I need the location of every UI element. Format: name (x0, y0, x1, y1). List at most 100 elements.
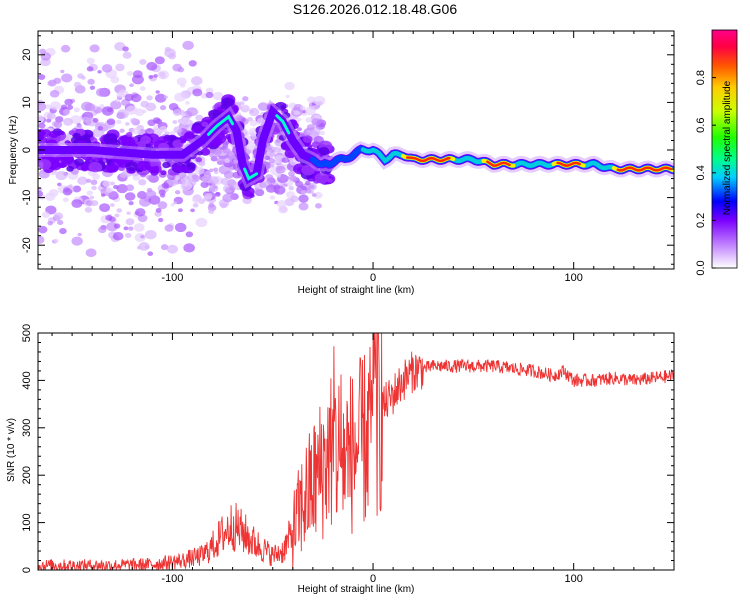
noise-blob (164, 46, 171, 52)
noise-blob (289, 175, 298, 182)
noise-blob (62, 197, 69, 203)
noise-blob (249, 120, 258, 127)
noise-blob (194, 166, 205, 175)
signal-blob (66, 165, 74, 172)
ridge-highlight (207, 114, 235, 136)
noise-blob (308, 184, 315, 190)
noise-blob (133, 223, 145, 232)
noise-blob (158, 217, 164, 223)
noise-blob (307, 96, 316, 104)
noise-blob (305, 117, 313, 123)
noise-blob (220, 177, 230, 185)
signal-blob (318, 146, 330, 156)
noise-blob (126, 211, 131, 215)
noise-blob (172, 108, 182, 116)
noise-blob (89, 44, 100, 53)
noise-blob (298, 194, 309, 203)
noise-blob (38, 225, 48, 234)
noise-blob (208, 209, 215, 214)
noise-blob (70, 115, 82, 125)
noise-blob (125, 184, 135, 192)
noise-blob (45, 104, 52, 110)
noise-blob (95, 87, 108, 97)
noise-blob (38, 190, 43, 197)
noise-blob (87, 78, 95, 85)
snr-y-label: SNR (10 * v/v) (6, 418, 17, 482)
noise-blob (170, 203, 175, 207)
noise-blob (63, 117, 73, 126)
noise-blob (128, 201, 134, 206)
signal-blob (162, 161, 171, 169)
noise-blob (86, 190, 94, 196)
noise-blob (155, 208, 162, 213)
noise-blob (174, 92, 186, 102)
noise-blob (89, 85, 96, 90)
signal-blob (59, 130, 65, 136)
signal-blob (200, 148, 211, 156)
noise-blob (124, 192, 136, 201)
snr-x-label: Height of straight line (km) (298, 584, 415, 595)
noise-blob (125, 232, 132, 238)
noise-blob (119, 128, 125, 133)
noise-blob (172, 120, 178, 124)
noise-blob (91, 185, 97, 191)
noise-blob (57, 182, 62, 187)
noise-blob (73, 107, 80, 113)
noise-blob (38, 101, 47, 112)
noise-blob (113, 184, 119, 190)
y-tick-label: 10 (21, 96, 33, 108)
noise-blob (116, 208, 123, 213)
spectrogram-x-ticks: -100 0 100 (51, 31, 675, 284)
colorbar: 0.0 0.2 0.4 0.6 0.8 Normalized spectral ampl… (695, 29, 738, 276)
noise-blob (188, 60, 197, 67)
noise-blob (182, 40, 194, 50)
noise-blob (119, 172, 128, 179)
noise-blob (212, 91, 224, 101)
noise-blob (40, 52, 52, 61)
noise-blob (155, 90, 160, 94)
noise-blob (216, 157, 227, 165)
noise-blob (89, 195, 95, 200)
noise-blob (97, 70, 102, 74)
noise-blob (305, 188, 312, 194)
signal-blob (327, 178, 334, 183)
x-tick-label: 100 (565, 573, 583, 585)
noise-blob (180, 117, 191, 126)
noise-blob (214, 148, 223, 155)
signal-blob (68, 130, 76, 136)
signal-blob (125, 161, 139, 172)
signal-blob (38, 135, 48, 145)
noise-blob (38, 235, 45, 245)
noise-blob (134, 208, 146, 217)
noise-blob (46, 112, 56, 120)
spectrogram-y-label: Frequency (Hz) (8, 116, 19, 185)
noise-blob (132, 127, 141, 135)
signal-blob (314, 172, 329, 184)
noise-blob (213, 185, 218, 189)
y-tick-label: 0 (21, 147, 33, 153)
noise-blob (314, 191, 323, 199)
noise-blob (110, 203, 115, 207)
noise-blob (110, 76, 120, 84)
noise-blob (100, 193, 106, 197)
signal-blob (118, 161, 125, 166)
signal-blob (201, 121, 209, 127)
noise-blob (173, 126, 182, 134)
noise-blob (53, 212, 64, 221)
signal-blob (160, 170, 167, 176)
signal-blob (88, 161, 103, 173)
noise-blob (190, 208, 195, 213)
noise-blob (265, 184, 277, 193)
colorbar-tick-label: 0.4 (695, 165, 707, 180)
signal-blob (57, 163, 63, 168)
noise-blob (68, 184, 73, 188)
noise-blob (116, 183, 128, 194)
noise-blob (84, 102, 96, 112)
noise-blob (53, 121, 63, 129)
colorbar-tick-label: 0.2 (695, 213, 707, 228)
x-tick-label: -100 (161, 573, 183, 585)
noise-blob (129, 83, 134, 88)
spectrogram-y-ticks: -20 -10 0 10 20 (21, 35, 674, 265)
noise-blob (242, 96, 249, 102)
